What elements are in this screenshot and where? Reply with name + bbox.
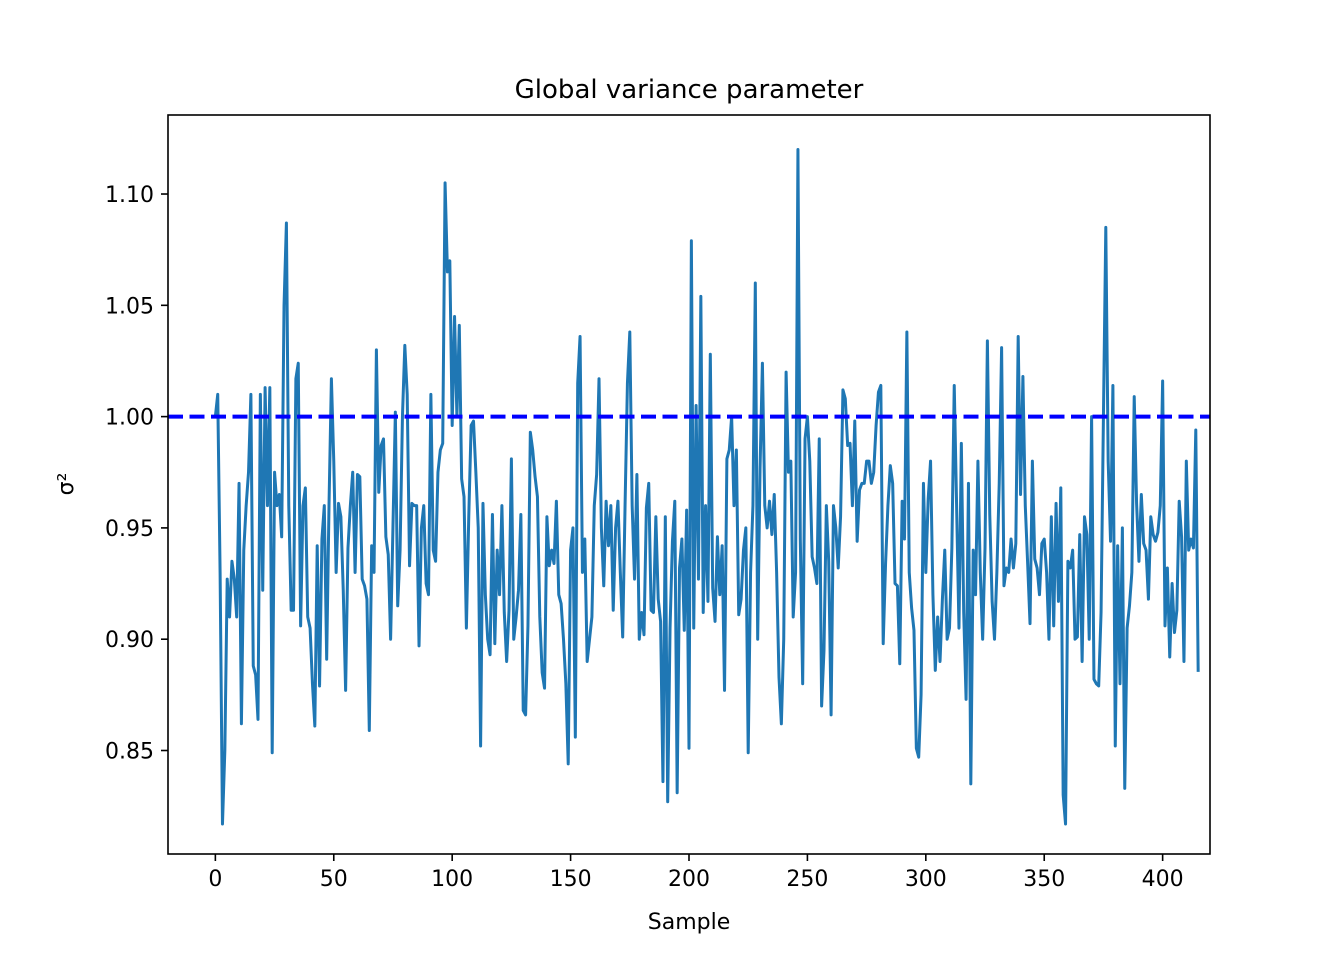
series-line-0 [213,148,1200,826]
y-tick-label: 1.10 [105,183,154,208]
x-tick-label: 150 [550,867,592,892]
plot-content [168,148,1210,826]
y-tick-label: 0.85 [105,739,154,764]
x-axis: 0 50 100 150 200 250 300 350 400 [208,854,1184,892]
x-tick-label: 100 [431,867,473,892]
x-tick-label: 250 [786,867,828,892]
x-tick-label: 300 [905,867,947,892]
x-tick-label: 400 [1142,867,1184,892]
x-tick-label: 200 [668,867,710,892]
y-axis: 0.85 0.90 0.95 1.00 1.05 1.10 [105,183,168,764]
y-tick-label: 0.95 [105,517,154,542]
y-tick-label: 1.05 [105,294,154,319]
x-tick-label: 350 [1023,867,1065,892]
x-tick-label: 0 [208,867,222,892]
y-tick-label: 0.90 [105,628,154,653]
x-axis-label: Sample [648,910,731,935]
y-axis-label: σ² [54,473,79,496]
x-tick-label: 50 [320,867,348,892]
chart-title: Global variance parameter [515,75,864,105]
y-tick-label: 1.00 [105,406,154,431]
